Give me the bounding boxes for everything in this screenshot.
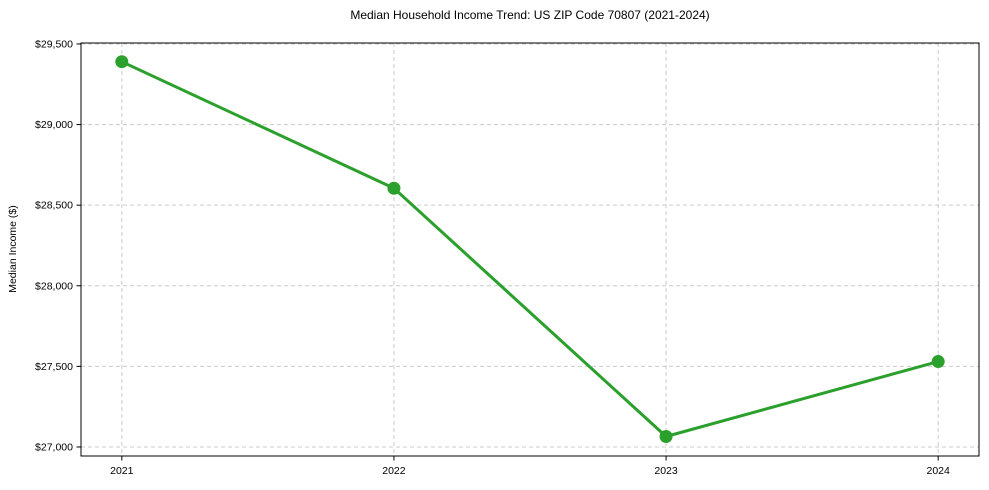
chart-title: Median Household Income Trend: US ZIP Co… [350, 8, 710, 22]
x-tick-label: 2024 [927, 465, 951, 477]
x-tick-label: 2021 [110, 465, 134, 477]
plot-frame [80, 42, 980, 457]
y-tick-label: $28,000 [35, 280, 73, 292]
y-tick-label: $29,000 [35, 119, 73, 131]
trend-line [120, 60, 940, 438]
data-point-marker [659, 429, 673, 443]
x-tick-label: 2023 [654, 465, 678, 477]
data-point-marker [387, 181, 401, 195]
data-point-marker [931, 355, 945, 369]
x-tick-label: 2022 [382, 465, 406, 477]
y-tick-label: $28,500 [35, 200, 73, 212]
y-tick-label: $27,500 [35, 361, 73, 373]
y-tick-label: $29,500 [35, 38, 73, 50]
data-point-marker [115, 55, 129, 69]
y-tick-label: $27,000 [35, 441, 73, 453]
